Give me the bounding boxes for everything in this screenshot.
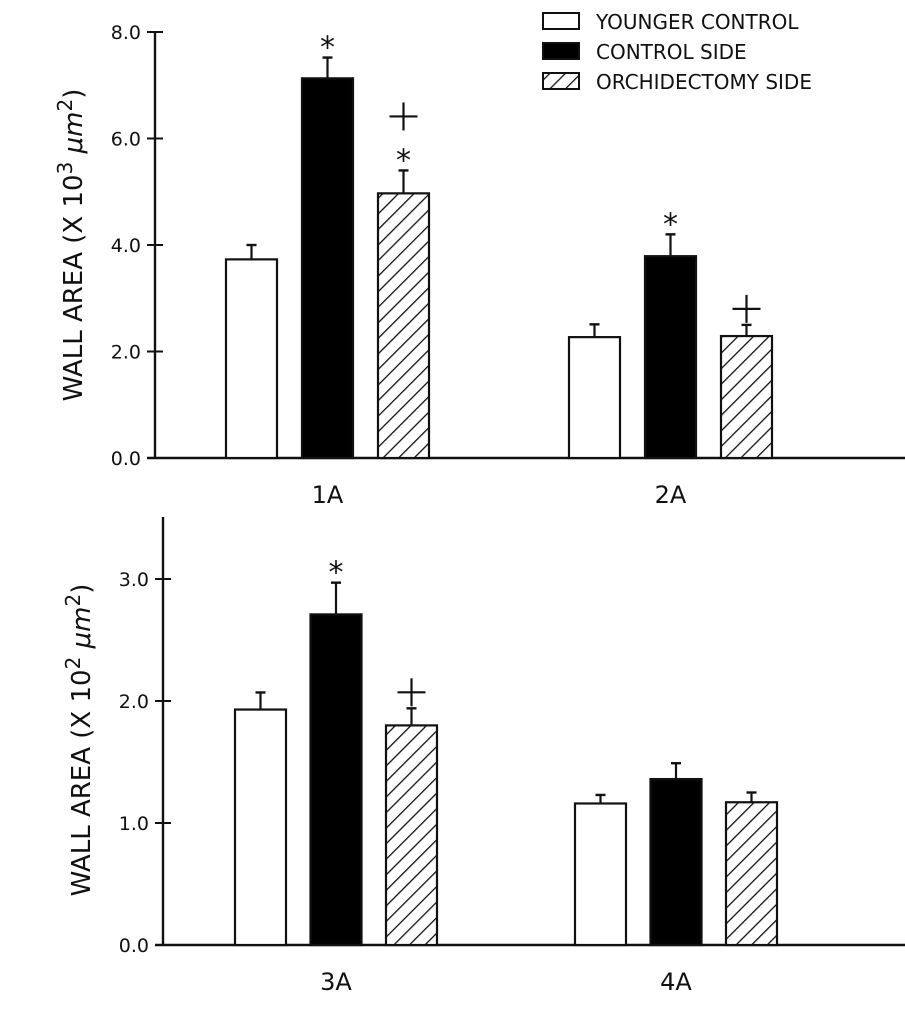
bar-control-side: [643, 255, 698, 460]
significance-plus: [389, 102, 418, 131]
bar-orchidectomy-side: [724, 801, 779, 947]
bar-orchidectomy-side: [384, 724, 439, 947]
bar-younger-control: [224, 258, 279, 460]
legend-swatch: [542, 72, 580, 90]
chart-top: 0.0 2.0 4.0 6.0 8.0 WALL AREA (X 103 μm2) * * 1A…: [53, 22, 905, 509]
bar-younger-control: [573, 802, 628, 947]
y-axis-label-part: μm: [59, 112, 89, 162]
y-axis-label-part: WALL AREA (X 10: [67, 669, 97, 896]
bar-orchidectomy-side: [376, 192, 431, 460]
significance-plus: [732, 294, 761, 323]
bar-control-side: [300, 77, 355, 460]
bar-control-side: [649, 777, 703, 947]
y-tick-label: 0.0: [119, 935, 149, 957]
legend-label: YOUNGER CONTROL: [595, 10, 799, 34]
y-axis-label-part: 2: [61, 657, 85, 670]
legend-swatch: [542, 12, 580, 30]
bar-control-side: [309, 613, 363, 947]
y-tick-label: 2.0: [119, 691, 149, 713]
y-axis-label-part: 2: [61, 594, 85, 607]
y-tick-label: 3.0: [119, 569, 149, 591]
legend-label: CONTROL SIDE: [596, 40, 747, 64]
category-label: 3A: [320, 968, 352, 996]
significance-asterisk: *: [320, 31, 335, 66]
significance-asterisk: *: [663, 207, 678, 242]
bar-younger-control: [233, 708, 288, 947]
significance-asterisk: *: [329, 556, 344, 591]
y-tick-label: 2.0: [111, 342, 141, 364]
y-axis-label-part: ): [59, 89, 89, 99]
bar-younger-control: [567, 336, 622, 460]
y-axis-label-part: 2: [53, 99, 77, 112]
y-axis-label: WALL AREA (X 102 μm2): [61, 584, 97, 897]
y-tick-label: 1.0: [119, 813, 149, 835]
y-tick-label: 4.0: [111, 235, 141, 257]
y-tick-label: 0.0: [111, 448, 141, 470]
legend: YOUNGER CONTROL CONTROL SIDE ORCHIDECTOMY …: [542, 10, 812, 94]
y-axis-label-part: μm: [67, 607, 97, 657]
significance-asterisk: *: [396, 143, 411, 178]
category-label: 2A: [655, 481, 687, 509]
y-axis-label-part: 3: [53, 162, 77, 175]
y-axis-label-part: WALL AREA (X 10: [59, 174, 89, 401]
y-tick-label: 6.0: [111, 129, 141, 151]
y-tick-label: 8.0: [111, 22, 141, 44]
category-label: 1A: [312, 481, 344, 509]
y-axis-label: WALL AREA (X 103 μm2): [53, 89, 89, 402]
legend-label: ORCHIDECTOMY SIDE: [596, 70, 812, 94]
significance-plus: [397, 678, 426, 707]
y-axis-label-part: ): [67, 584, 97, 594]
category-label: 4A: [660, 968, 692, 996]
legend-swatch: [542, 42, 580, 60]
bar-orchidectomy-side: [719, 334, 774, 460]
